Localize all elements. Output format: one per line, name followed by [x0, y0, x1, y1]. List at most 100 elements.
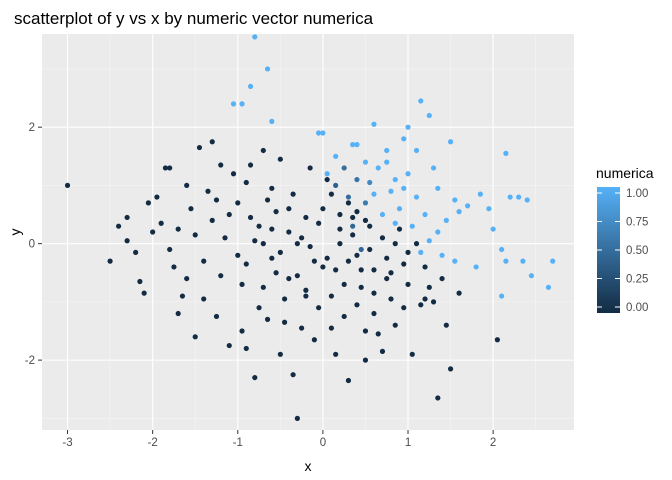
- data-point: [396, 226, 403, 232]
- legend-label: 0.00: [626, 302, 648, 314]
- data-point: [235, 252, 241, 258]
- data-point: [264, 197, 271, 203]
- data-point: [367, 223, 373, 229]
- data-point: [337, 241, 343, 247]
- data-point: [418, 302, 424, 308]
- data-point: [213, 313, 220, 320]
- data-point: [167, 246, 173, 253]
- data-point: [260, 284, 266, 290]
- data-point: [328, 325, 335, 331]
- y-axis-ticks: -2 0 2: [25, 122, 42, 367]
- x-tick-label: 2: [490, 437, 496, 449]
- data-point: [269, 255, 275, 261]
- data-point: [371, 310, 377, 317]
- x-tick-label: -1: [233, 437, 243, 449]
- data-point: [333, 153, 339, 159]
- data-point: [299, 235, 305, 241]
- data-point: [239, 328, 245, 334]
- data-point: [362, 357, 369, 363]
- data-point: [252, 374, 258, 381]
- data-point: [358, 284, 364, 290]
- data-point: [264, 316, 271, 322]
- data-point: [392, 220, 398, 226]
- grid-lines: [42, 34, 574, 430]
- data-point: [316, 130, 322, 136]
- data-point: [367, 179, 373, 186]
- data-point: [333, 351, 339, 357]
- data-point: [375, 331, 381, 337]
- data-point: [384, 159, 390, 165]
- legend-title: numerica: [596, 165, 654, 181]
- data-point: [405, 281, 411, 288]
- data-point: [243, 179, 249, 186]
- data-point: [64, 182, 71, 189]
- data-point: [303, 287, 309, 293]
- data-point: [358, 246, 364, 253]
- data-point: [426, 112, 432, 119]
- x-axis-title: x: [305, 458, 312, 474]
- data-point: [303, 214, 309, 221]
- data-point: [503, 258, 509, 264]
- data-point: [439, 252, 445, 258]
- x-tick-label: 0: [320, 437, 326, 449]
- data-point: [230, 171, 237, 177]
- data-point: [175, 310, 181, 317]
- data-point: [226, 342, 232, 349]
- data-point: [435, 229, 441, 235]
- data-point: [269, 185, 275, 191]
- x-tick-label: -3: [62, 437, 72, 449]
- data-point: [124, 238, 130, 244]
- data-point: [350, 214, 356, 221]
- data-point: [218, 273, 224, 279]
- chart-title: scatterplot of y vs x by numeric vector …: [14, 9, 374, 28]
- data-point: [418, 98, 424, 104]
- data-point: [354, 252, 360, 258]
- data-point: [256, 305, 262, 311]
- data-point: [392, 176, 398, 183]
- data-point: [154, 194, 160, 200]
- data-point: [384, 255, 390, 261]
- data-point: [247, 83, 254, 90]
- data-point: [201, 258, 207, 264]
- data-point: [171, 264, 177, 270]
- data-point: [371, 191, 377, 197]
- legend-ticks: 1.00 0.75 0.50 0.25 0.00: [597, 188, 648, 314]
- data-point: [316, 305, 322, 311]
- data-point: [503, 150, 509, 156]
- data-point: [281, 296, 288, 302]
- data-point: [239, 281, 245, 288]
- colorbar: [597, 187, 620, 313]
- data-point: [252, 238, 258, 244]
- data-point: [260, 241, 266, 247]
- data-point: [205, 188, 211, 194]
- data-point: [184, 275, 190, 282]
- data-point: [456, 290, 462, 296]
- data-point: [213, 197, 220, 203]
- data-point: [145, 200, 151, 206]
- data-point: [465, 203, 471, 209]
- data-point: [350, 232, 356, 238]
- data-point: [430, 165, 437, 171]
- data-point: [235, 200, 241, 206]
- data-point: [384, 275, 390, 282]
- data-point: [396, 206, 403, 212]
- data-point: [256, 223, 262, 229]
- data-point: [388, 270, 394, 276]
- data-point: [264, 66, 271, 72]
- data-point: [294, 415, 300, 421]
- data-point: [124, 214, 130, 221]
- data-point: [209, 139, 215, 145]
- data-point: [516, 194, 522, 200]
- data-point: [473, 264, 479, 270]
- data-point: [277, 156, 283, 162]
- data-point: [243, 345, 249, 352]
- data-point: [413, 194, 420, 200]
- data-point: [201, 296, 207, 302]
- data-point: [269, 226, 275, 232]
- data-point: [196, 144, 203, 151]
- data-point: [405, 249, 411, 255]
- data-point: [273, 209, 279, 215]
- data-point: [188, 206, 194, 212]
- data-point: [520, 258, 526, 264]
- data-point: [413, 147, 420, 154]
